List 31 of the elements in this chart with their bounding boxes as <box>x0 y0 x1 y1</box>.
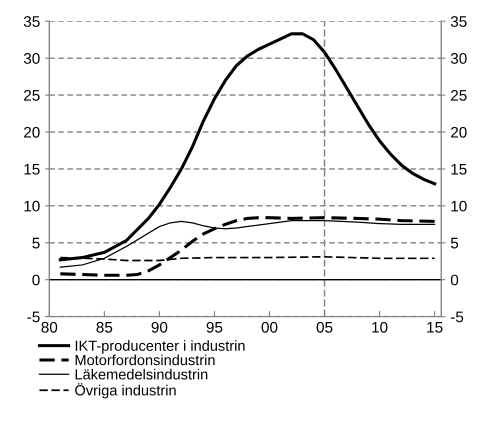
x-tick-label: 85 <box>96 322 112 333</box>
y-tick-label: -5 <box>27 312 40 322</box>
y2-tick-label: 35 <box>450 16 467 27</box>
y-tick-label: 10 <box>24 200 40 212</box>
y-tick-label: 35 <box>24 16 40 27</box>
legend-label: Motorfordonsindustrin <box>76 354 215 366</box>
y2-tick-label: 20 <box>451 126 467 138</box>
legend-label: IKT-producenter i industrin <box>76 340 245 354</box>
x-tick-label: 10 <box>372 322 388 333</box>
x-tick-label: 00 <box>262 322 278 333</box>
x-tick-label: 05 <box>316 322 332 333</box>
legend-label: Övriga industrin <box>75 383 176 398</box>
line-series <box>58 216 436 277</box>
x-tick-label: 15 <box>427 322 442 333</box>
y2-tick-label: 5 <box>450 238 458 248</box>
y-tick-label: 20 <box>24 126 40 138</box>
y-tick-label: 0 <box>32 274 40 286</box>
y2-tick-label: 25 <box>451 90 467 101</box>
y-tick-label: 15 <box>24 164 40 175</box>
y2-tick-label: 10 <box>451 200 467 212</box>
y-tick-label: 25 <box>24 90 40 101</box>
legend-label: Läkemedelsindustrin <box>76 368 208 380</box>
y2-tick-label: 0 <box>450 274 458 286</box>
y2-tick-label: -5 <box>450 312 464 322</box>
x-tick-label: 90 <box>152 322 168 333</box>
y-tick-label: 30 <box>24 53 40 64</box>
y2-tick-label: 15 <box>451 164 467 175</box>
x-tick-label: 80 <box>41 322 58 333</box>
y-tick-label: 5 <box>32 238 40 248</box>
x-tick-label: 95 <box>206 322 222 333</box>
y2-tick-label: 30 <box>450 53 467 64</box>
